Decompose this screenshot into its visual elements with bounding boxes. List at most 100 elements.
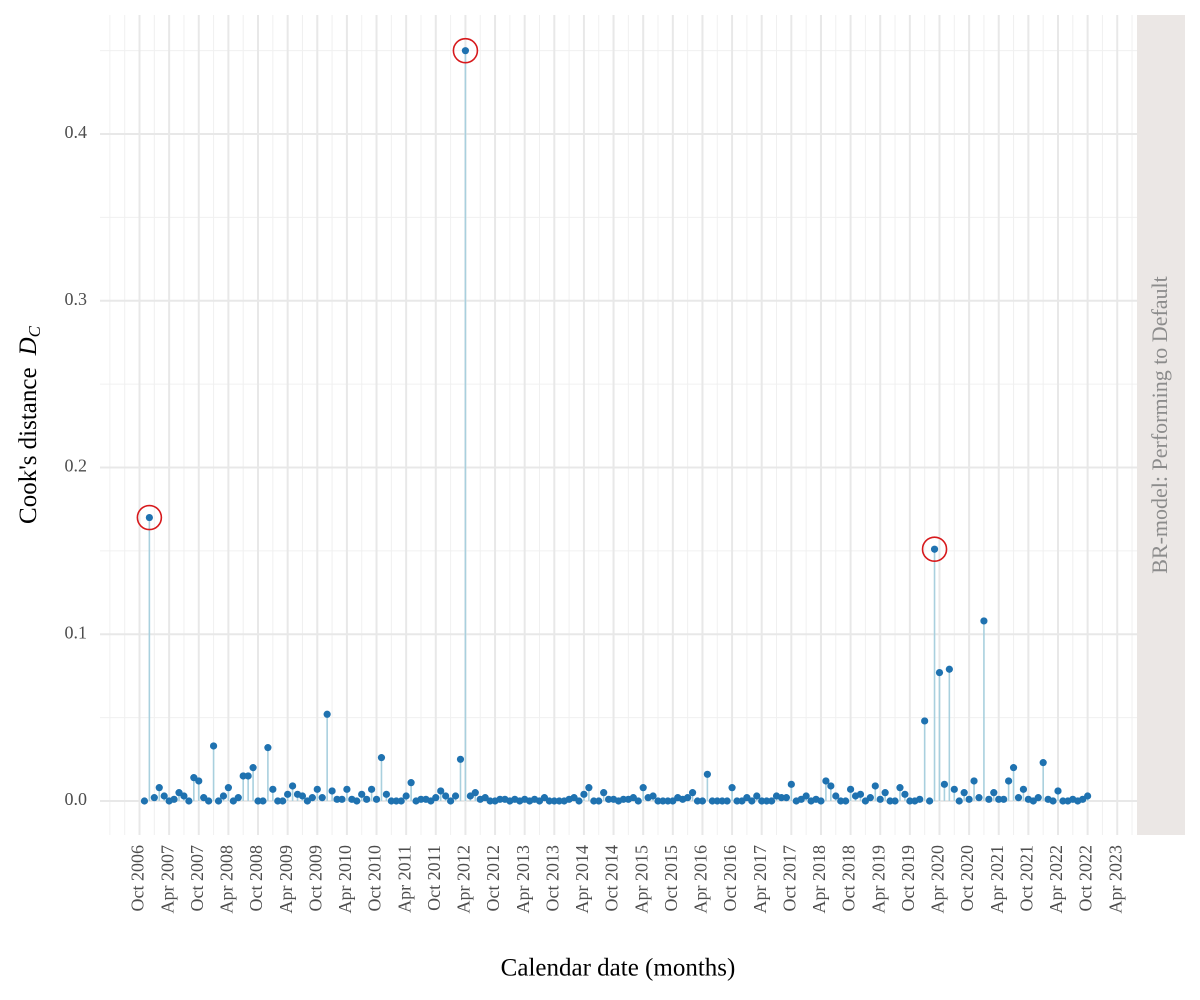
- x-tick-label: Apr 2012: [454, 845, 474, 914]
- point: [145, 513, 153, 522]
- point: [244, 772, 252, 780]
- point: [891, 797, 899, 805]
- point: [832, 792, 840, 800]
- point: [461, 47, 470, 55]
- x-tick-label: Oct 2007: [187, 845, 207, 912]
- y-label-subscript: C: [25, 325, 44, 337]
- point: [407, 779, 415, 787]
- point: [777, 794, 786, 802]
- point: [767, 797, 776, 805]
- point: [1014, 794, 1023, 802]
- x-tick-label: Oct 2015: [661, 845, 681, 912]
- point: [234, 794, 242, 802]
- point: [264, 744, 272, 752]
- point: [417, 795, 425, 803]
- point: [827, 782, 835, 790]
- point: [698, 797, 707, 805]
- point: [392, 797, 400, 805]
- point: [451, 792, 460, 800]
- point: [1034, 794, 1042, 802]
- x-tick-label: Apr 2007: [157, 845, 177, 914]
- point: [926, 797, 934, 805]
- point: [298, 792, 307, 800]
- highlight-ring: [136, 504, 163, 531]
- x-tick-label: Apr 2020: [928, 845, 948, 914]
- point: [866, 794, 874, 802]
- x-tick-label: Oct 2014: [602, 845, 622, 912]
- point: [960, 789, 968, 797]
- point: [619, 795, 628, 803]
- point: [239, 772, 247, 780]
- point: [634, 797, 642, 805]
- point: [150, 794, 158, 802]
- point: [600, 789, 608, 797]
- point: [456, 755, 465, 763]
- point: [1005, 777, 1013, 785]
- point: [693, 797, 702, 805]
- y-tick-label: 0.4: [65, 122, 88, 142]
- x-tick-label: Apr 2016: [691, 845, 711, 914]
- point: [437, 787, 445, 795]
- point: [180, 792, 188, 800]
- point: [733, 797, 741, 805]
- x-tick-label: Apr 2019: [868, 845, 888, 914]
- point: [382, 790, 391, 798]
- point: [432, 794, 440, 802]
- x-tick-label: Apr 2010: [335, 845, 355, 914]
- point: [782, 794, 790, 802]
- point: [688, 789, 697, 797]
- y-label-text: Cook's distance: [15, 367, 42, 524]
- facet-label: BR-model: Performing to Default: [1147, 276, 1172, 574]
- point: [758, 797, 766, 805]
- point: [970, 777, 978, 785]
- x-tick-label: Oct 2021: [1016, 845, 1036, 912]
- x-tick-label: Oct 2009: [305, 845, 325, 912]
- point: [945, 665, 953, 673]
- x-tick-label: Oct 2011: [424, 845, 444, 911]
- point: [940, 780, 949, 788]
- point: [284, 790, 292, 798]
- x-tick-label: Apr 2017: [750, 845, 770, 914]
- x-tick-label: Oct 2010: [365, 845, 385, 912]
- x-tick-label: Oct 2019: [898, 845, 918, 912]
- point: [254, 797, 262, 805]
- x-tick-label: Oct 2008: [246, 845, 266, 912]
- point: [985, 795, 993, 803]
- point: [876, 795, 884, 803]
- point: [590, 797, 598, 805]
- point: [649, 792, 657, 800]
- point: [980, 617, 988, 625]
- x-tick-label: Oct 2018: [839, 845, 859, 912]
- point: [545, 797, 553, 805]
- point: [397, 797, 405, 805]
- point: [155, 784, 163, 792]
- point: [935, 669, 944, 677]
- x-tick-label: Oct 2012: [483, 845, 503, 912]
- point: [659, 797, 667, 805]
- point: [856, 790, 865, 798]
- y-tick-label: 0.1: [65, 622, 88, 642]
- facet-strip: [1137, 15, 1185, 835]
- point: [930, 545, 939, 553]
- point: [916, 795, 924, 803]
- point: [358, 790, 366, 798]
- point: [313, 785, 321, 793]
- point: [1000, 795, 1008, 803]
- x-tick-label: Oct 2006: [128, 845, 148, 912]
- point: [333, 795, 341, 803]
- point: [886, 797, 894, 805]
- point: [787, 780, 795, 788]
- x-tick-label: Apr 2018: [809, 845, 829, 914]
- point: [323, 710, 331, 718]
- point: [160, 792, 168, 800]
- point: [664, 797, 672, 805]
- point: [353, 797, 361, 805]
- point: [871, 782, 879, 790]
- point: [921, 717, 929, 725]
- y-axis-title: Cook's distance DC: [15, 325, 44, 524]
- point: [837, 797, 845, 805]
- point: [748, 797, 756, 805]
- x-tick-label: Apr 2022: [1046, 845, 1066, 914]
- point: [1054, 787, 1062, 795]
- y-tick-label: 0.2: [65, 456, 88, 476]
